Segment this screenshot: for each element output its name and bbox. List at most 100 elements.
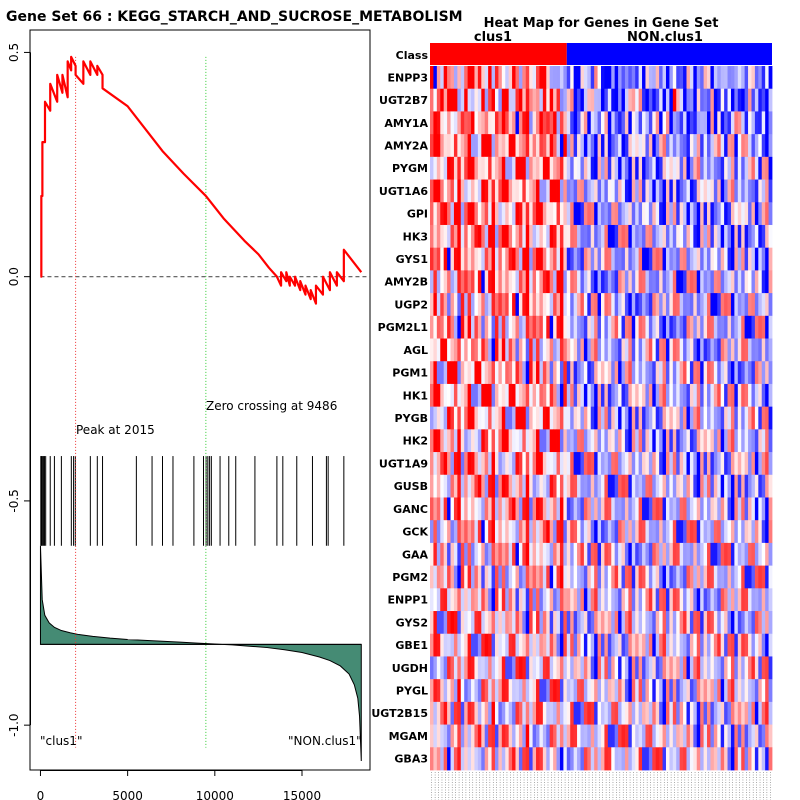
heatmap-cell	[638, 724, 643, 748]
heatmap-cell	[624, 679, 629, 703]
heatmap-cell	[450, 66, 455, 90]
heatmap-cell	[580, 315, 585, 339]
heatmap-cell	[587, 633, 592, 657]
heatmap-cell	[529, 656, 533, 680]
heatmap-cell	[707, 179, 711, 203]
heatmap-cell	[604, 270, 609, 294]
heatmap-cell	[440, 224, 445, 249]
heatmap-cell	[515, 224, 520, 249]
heatmap-cell	[768, 611, 773, 635]
heatmap-cell	[727, 542, 732, 567]
heatmap-cell	[686, 179, 691, 203]
heatmap-cell	[693, 497, 698, 521]
heatmap-cell	[590, 701, 595, 725]
heatmap-cell	[737, 293, 742, 317]
heatmap-cell	[481, 520, 486, 544]
heatmap-cell	[730, 452, 735, 476]
heatmap-cell	[642, 542, 646, 567]
heatmap-cell	[450, 134, 455, 158]
heatmap-cell	[604, 542, 609, 567]
heatmap-cell	[638, 383, 643, 408]
heatmap-cell	[471, 633, 475, 657]
heatmap-cell	[594, 588, 598, 612]
heatmap-cell	[648, 361, 653, 385]
heatmap-cell	[529, 156, 533, 180]
heatmap-cell	[765, 656, 769, 680]
heatmap-cell	[453, 724, 458, 748]
heatmap-cell	[601, 224, 605, 249]
heatmap-cell	[587, 542, 592, 567]
heatmap-cell	[758, 270, 763, 294]
heatmap-cell	[700, 474, 704, 498]
heatmap-cell	[566, 497, 571, 521]
heatmap-cell	[566, 134, 571, 158]
heatmap-cell	[655, 633, 660, 657]
heatmap-cell	[457, 520, 462, 544]
heatmap-cell	[768, 247, 773, 271]
heatmap-cell	[450, 611, 455, 635]
heatmap-cell	[447, 542, 451, 567]
heatmap-cell	[433, 293, 438, 317]
heatmap-cell	[686, 361, 691, 385]
heatmap-cell	[655, 247, 660, 271]
heatmap-cell	[693, 588, 698, 612]
heatmap-cell	[457, 679, 462, 703]
heatmap-cell	[724, 701, 728, 725]
heatmap-cell	[717, 497, 722, 521]
heatmap-cell	[679, 747, 684, 771]
heatmap-cell	[501, 202, 506, 226]
heatmap-cell	[601, 156, 605, 180]
heatmap-cell	[607, 520, 612, 544]
heatmap-cell	[669, 679, 674, 703]
heatmap-cell	[655, 747, 660, 771]
heatmap-cell	[768, 156, 773, 180]
heatmap-cell	[508, 88, 513, 112]
heatmap-cell	[727, 452, 732, 476]
heatmap-cell	[618, 724, 622, 748]
heatmap-cell	[587, 497, 592, 521]
heatmap-cell	[481, 134, 486, 158]
heatmap-cell	[467, 134, 472, 158]
heatmap-cell	[710, 293, 715, 317]
heatmap-cell	[724, 361, 728, 385]
heatmap-cell	[467, 88, 472, 112]
heatmap-cell	[614, 111, 619, 135]
heatmap-cell	[628, 338, 633, 362]
heatmap-cell	[710, 679, 715, 703]
heatmap-cell	[477, 520, 482, 544]
heatmap-cell	[481, 452, 486, 476]
heatmap-cell	[491, 611, 496, 635]
heatmap-cell	[744, 611, 749, 635]
heatmap-cell	[631, 406, 636, 430]
heatmap-cell	[724, 156, 728, 180]
heatmap-cell	[505, 361, 510, 385]
heatmap-cell	[570, 270, 575, 294]
heatmap-cell	[481, 179, 486, 203]
heatmap-cell	[467, 474, 472, 498]
heatmap-cell	[652, 111, 657, 135]
heatmap-cell	[621, 338, 626, 362]
heatmap-cell	[443, 701, 448, 725]
heatmap-cell	[539, 565, 544, 589]
heatmap-cell	[676, 588, 681, 612]
heatmap-cell	[689, 361, 694, 385]
heatmap-cell	[522, 747, 527, 771]
heatmap-cell	[754, 338, 759, 362]
heatmap-cell	[662, 656, 667, 680]
heatmap-cell	[477, 565, 482, 589]
heatmap-cell	[467, 361, 472, 385]
heatmap-cell	[594, 111, 598, 135]
heatmap-cell	[724, 66, 728, 90]
heatmap-cell	[553, 611, 557, 635]
heatmap-cell	[679, 88, 684, 112]
heatmap-cell	[683, 497, 687, 521]
heatmap-cell	[597, 429, 602, 453]
heatmap-cell	[662, 315, 667, 339]
heatmap-cell	[648, 474, 653, 498]
heatmap-cell	[443, 679, 448, 703]
heatmap-cell	[744, 338, 749, 362]
heatmap-cell	[659, 338, 663, 362]
heatmap-cell	[536, 520, 540, 544]
heatmap-cell	[440, 429, 445, 453]
heatmap-cell	[645, 656, 650, 680]
